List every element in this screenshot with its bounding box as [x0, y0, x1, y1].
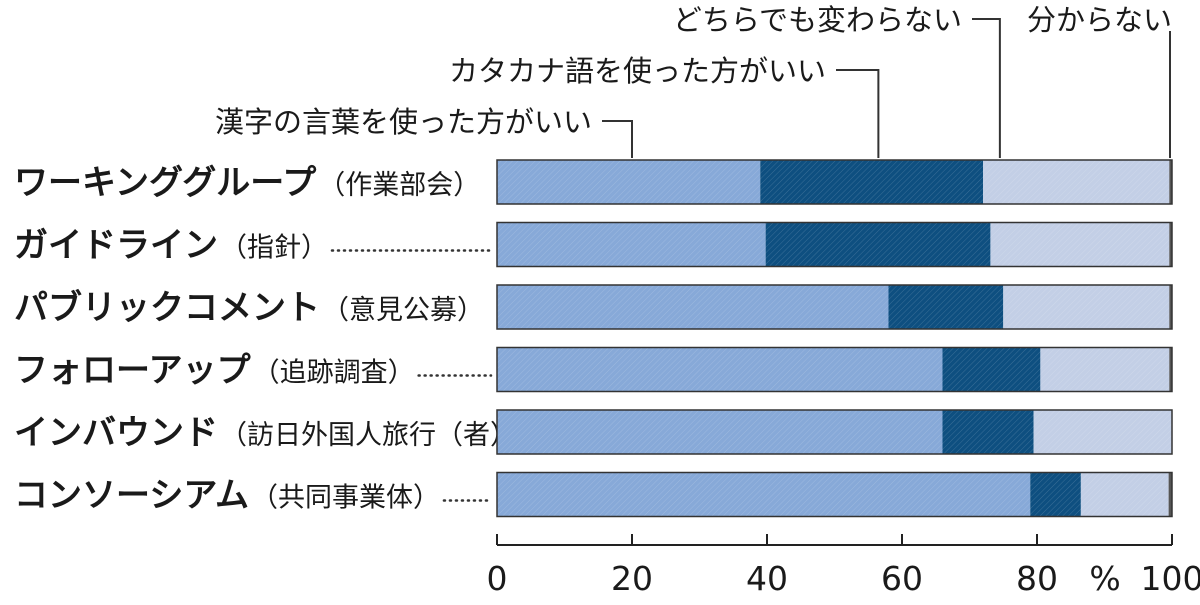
- bar-segment-texture: [1040, 348, 1169, 392]
- bar-segment-texture: [760, 160, 983, 204]
- bar-segment-texture: [889, 285, 1004, 329]
- bar-segment-texture: [497, 348, 943, 392]
- category-main-label: フォローアップ: [14, 351, 251, 391]
- x-tick-label: 20: [611, 559, 653, 598]
- category-main-label: ガイドライン: [14, 226, 218, 266]
- x-unit-label: %: [1089, 559, 1120, 598]
- legend-leader-1: [602, 121, 632, 158]
- legend-label-4: 分からない: [1027, 3, 1172, 37]
- x-tick-label: 60: [881, 559, 923, 598]
- legend-label-2: カタカナ語を使った方がいい: [449, 54, 826, 88]
- legend-label-3: どちらでも変わらない: [673, 3, 962, 37]
- bar-segment-texture: [497, 223, 766, 267]
- legend-leader-2: [836, 70, 878, 158]
- category-main-label: パブリックコメント: [14, 288, 320, 328]
- category-label: パブリックコメント（意見公募）: [14, 288, 484, 328]
- category-paren-label: （意見公募）: [322, 295, 484, 326]
- x-tick-label: 80: [1016, 559, 1058, 598]
- bar-segment-texture: [497, 410, 943, 454]
- category-paren-label: （指針）: [220, 233, 328, 264]
- bar-segment-texture: [1081, 473, 1169, 517]
- x-tick-label: 40: [746, 559, 788, 598]
- category-label: インバウンド（訪日外国人旅行（者））: [14, 413, 531, 453]
- category-paren-label: （追跡調査）: [253, 358, 415, 389]
- bar-segment-texture: [1003, 285, 1169, 329]
- bar-segment-texture: [766, 223, 991, 267]
- bar-segment-texture: [1034, 410, 1172, 454]
- category-label: フォローアップ（追跡調査）: [14, 351, 415, 391]
- category-main-label: コンソーシアム: [14, 476, 249, 516]
- category-label: ワーキンググループ（作業部会）: [14, 163, 480, 203]
- legend-label-1: 漢字の言葉を使った方がいい: [215, 105, 592, 139]
- bar-segment-texture: [983, 160, 1169, 204]
- category-main-label: ワーキンググループ: [14, 163, 316, 203]
- bar-segment-texture: [497, 473, 1030, 517]
- category-paren-label: （作業部会）: [318, 170, 480, 201]
- category-label: ガイドライン（指針）: [14, 226, 328, 266]
- bar-segment-texture: [1030, 473, 1081, 517]
- bar-segment-texture: [943, 410, 1034, 454]
- bar-segment-texture: [497, 160, 760, 204]
- bar-segment-texture: [497, 285, 889, 329]
- bar-segment-texture: [990, 223, 1169, 267]
- category-paren-label: （訪日外国人旅行（者））: [220, 420, 531, 451]
- category-main-label: インバウンド: [14, 413, 218, 453]
- category-label: コンソーシアム（共同事業体）: [14, 476, 440, 516]
- x-tick-label: 0: [487, 559, 508, 598]
- category-paren-label: （共同事業体）: [251, 483, 440, 514]
- bar-segment-texture: [943, 348, 1041, 392]
- legend-leader-3: [972, 19, 1000, 158]
- x-tick-label: 100: [1141, 559, 1200, 598]
